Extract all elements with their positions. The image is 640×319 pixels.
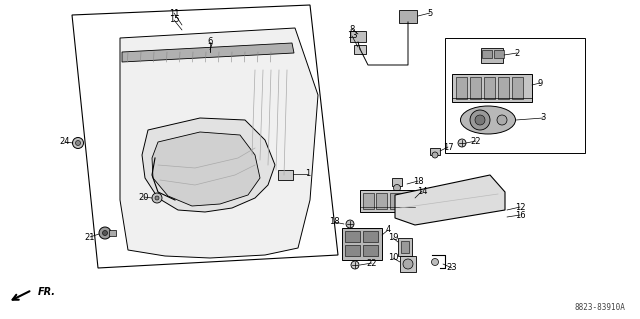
Bar bbox=[481, 48, 503, 63]
Text: 1: 1 bbox=[305, 169, 310, 179]
Bar bbox=[430, 148, 440, 155]
Circle shape bbox=[346, 220, 354, 228]
Text: 6: 6 bbox=[207, 38, 212, 47]
Text: 13: 13 bbox=[347, 32, 357, 41]
Polygon shape bbox=[152, 132, 260, 206]
Polygon shape bbox=[142, 118, 275, 212]
Text: 22: 22 bbox=[471, 137, 481, 145]
Bar bbox=[470, 77, 481, 99]
Bar bbox=[498, 77, 509, 99]
Circle shape bbox=[76, 140, 81, 145]
Bar bbox=[482, 50, 492, 58]
Text: FR.: FR. bbox=[38, 287, 56, 297]
Text: 21: 21 bbox=[84, 233, 95, 241]
Text: 10: 10 bbox=[388, 254, 398, 263]
Bar bbox=[363, 231, 378, 242]
Ellipse shape bbox=[497, 115, 507, 125]
Circle shape bbox=[102, 231, 108, 235]
Text: 9: 9 bbox=[538, 78, 543, 87]
Bar bbox=[278, 170, 292, 180]
Circle shape bbox=[432, 152, 438, 158]
Bar bbox=[363, 193, 374, 209]
Bar bbox=[484, 77, 495, 99]
Bar bbox=[109, 230, 116, 236]
Bar bbox=[398, 238, 412, 256]
Bar bbox=[400, 256, 416, 272]
Bar bbox=[452, 74, 532, 102]
Circle shape bbox=[351, 261, 359, 269]
Text: 14: 14 bbox=[417, 187, 428, 196]
Text: 20: 20 bbox=[139, 192, 149, 202]
Text: 23: 23 bbox=[447, 263, 458, 272]
Circle shape bbox=[431, 258, 438, 265]
Text: 24: 24 bbox=[60, 137, 70, 146]
Bar bbox=[512, 77, 523, 99]
Polygon shape bbox=[122, 43, 294, 62]
Circle shape bbox=[72, 137, 83, 149]
Bar bbox=[456, 77, 467, 99]
Text: 12: 12 bbox=[515, 203, 525, 211]
Text: 19: 19 bbox=[388, 234, 398, 242]
Circle shape bbox=[394, 184, 401, 191]
Bar bbox=[399, 10, 417, 23]
Ellipse shape bbox=[461, 106, 515, 134]
Text: 15: 15 bbox=[169, 16, 179, 25]
Circle shape bbox=[99, 227, 111, 239]
Bar bbox=[445, 38, 585, 153]
Text: 8: 8 bbox=[349, 25, 355, 33]
Text: 18: 18 bbox=[329, 218, 339, 226]
Text: 5: 5 bbox=[428, 9, 433, 18]
Circle shape bbox=[403, 259, 413, 269]
Bar bbox=[345, 245, 360, 256]
Bar bbox=[494, 50, 504, 58]
Bar bbox=[345, 231, 360, 242]
Bar bbox=[360, 190, 415, 212]
Text: 17: 17 bbox=[443, 143, 453, 152]
Circle shape bbox=[155, 196, 159, 200]
Circle shape bbox=[152, 193, 162, 203]
Text: 22: 22 bbox=[367, 258, 377, 268]
Bar bbox=[350, 31, 366, 41]
Bar bbox=[354, 44, 366, 54]
Text: 11: 11 bbox=[169, 9, 179, 18]
Text: 7: 7 bbox=[207, 43, 212, 53]
Bar bbox=[390, 193, 401, 209]
Ellipse shape bbox=[475, 115, 485, 125]
Bar bbox=[376, 193, 387, 209]
Text: 18: 18 bbox=[413, 176, 423, 186]
Bar bbox=[401, 241, 409, 253]
Bar bbox=[392, 178, 402, 186]
Text: 2: 2 bbox=[515, 48, 520, 57]
Text: 4: 4 bbox=[385, 226, 390, 234]
Circle shape bbox=[458, 139, 466, 147]
Ellipse shape bbox=[470, 110, 490, 130]
Text: 16: 16 bbox=[515, 211, 525, 219]
Polygon shape bbox=[395, 175, 505, 225]
Bar bbox=[342, 228, 382, 260]
Polygon shape bbox=[120, 28, 318, 258]
Text: 8823-83910A: 8823-83910A bbox=[574, 303, 625, 312]
Bar bbox=[363, 245, 378, 256]
Text: 3: 3 bbox=[540, 114, 546, 122]
